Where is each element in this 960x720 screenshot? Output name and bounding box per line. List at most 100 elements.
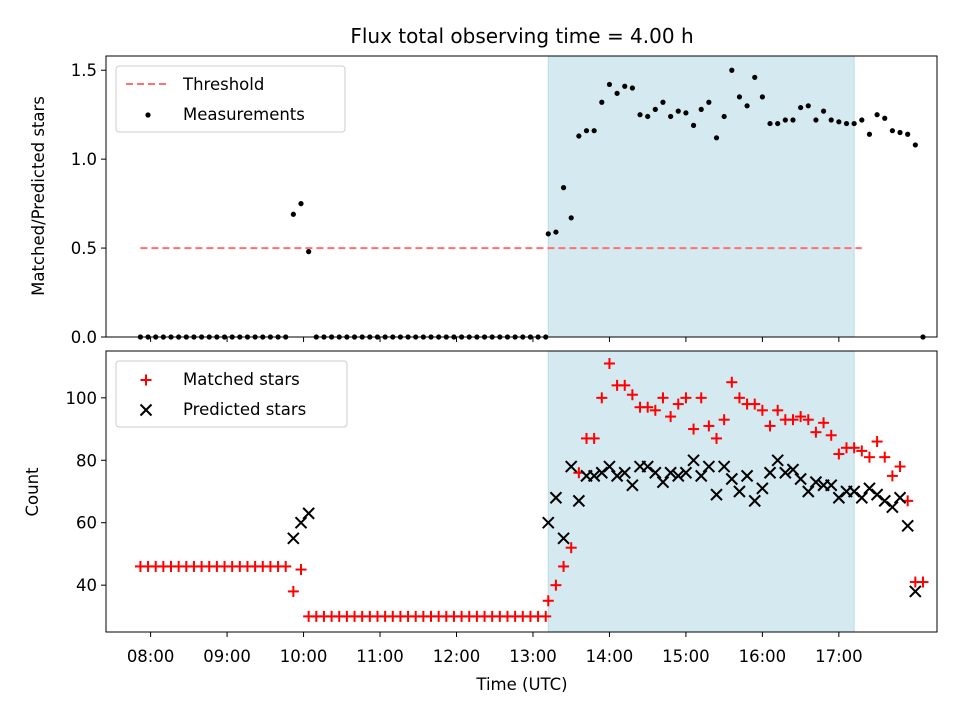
measurement-point	[805, 103, 811, 109]
measurement-point	[828, 117, 834, 123]
x-axis-label: Time (UTC)	[475, 675, 567, 694]
measurement-point	[629, 85, 635, 91]
measurement-point	[851, 120, 857, 127]
y-tick-label: 60	[76, 514, 97, 533]
predicted-star-point	[855, 491, 869, 504]
matched-star-point	[833, 448, 845, 460]
matched-star-point	[879, 451, 891, 463]
measurement-point	[790, 117, 796, 123]
measurement-point	[637, 112, 643, 118]
predicted-star-point	[710, 488, 723, 501]
predicted-star-point	[656, 475, 670, 489]
matched-star-point	[287, 585, 299, 597]
predicted-star-point	[603, 460, 616, 473]
measurement-point	[820, 108, 827, 114]
matched-star-point	[565, 542, 577, 554]
measurement-point	[721, 113, 727, 120]
legend-matched-marker	[140, 374, 152, 386]
measurement-point	[752, 74, 758, 80]
bottom-legend-box	[115, 360, 348, 428]
measurement-point	[798, 104, 804, 111]
bottom-axes-frame	[105, 350, 938, 633]
predicted-star-point	[794, 472, 807, 486]
legend-measurements-label: Measurements	[183, 105, 305, 124]
matched-star-point	[825, 429, 837, 441]
measurement-point	[645, 113, 651, 120]
measurement-point	[668, 113, 674, 120]
legend-matched-label: Matched stars	[183, 370, 300, 389]
matched-star-point	[695, 392, 707, 404]
top-legend-box	[115, 65, 346, 133]
predicted-star-point	[802, 485, 815, 498]
bottom-y-axis-label: Count	[23, 467, 42, 517]
matched-star-point	[680, 392, 692, 404]
matched-star-point	[787, 414, 799, 426]
x-tick-label: 15:00	[662, 647, 710, 666]
bottom-x-axis: 08:00 09:00 10:00 11:00 12:00 13:00 14:00 15:00…	[127, 632, 863, 666]
top-legend: Threshold Measurements	[115, 65, 346, 133]
predicted-star-point	[557, 532, 570, 545]
predicted-star-point	[893, 491, 907, 504]
predicted-star-point	[294, 516, 308, 529]
predicted-star-point	[740, 469, 754, 483]
legend-predicted-label: Predicted stars	[183, 400, 306, 419]
legend-matched-swatch	[140, 374, 152, 386]
predicted-star-point	[695, 469, 708, 483]
top-y-axis: 0.0 0.5 1.0 1.5	[71, 61, 106, 347]
measurement-point	[698, 106, 704, 112]
measurement-point	[614, 90, 620, 96]
predicted-star-point	[763, 466, 777, 479]
predicted-star-point	[542, 516, 555, 529]
y-tick-label: 80	[76, 451, 97, 470]
measurement-point	[553, 229, 559, 235]
measurement-point	[905, 131, 911, 137]
x-tick-label: 14:00	[586, 647, 634, 666]
measurement-point	[866, 131, 873, 137]
predicted-star-point	[901, 519, 914, 533]
top-panel: 0.0 0.5 1.0 1.5 Matched/Predicted stars Thr…	[29, 55, 938, 347]
predicted-star-point	[809, 475, 823, 489]
matched-star-point	[540, 610, 552, 622]
matched-star-point	[772, 404, 784, 416]
measurement-point	[713, 135, 720, 141]
matched-star-point	[542, 595, 554, 607]
x-tick-label: 11:00	[356, 647, 404, 666]
measurement-point	[859, 117, 865, 123]
measurement-point	[622, 83, 628, 89]
matched-star-point	[626, 389, 638, 401]
matched-star-point	[657, 392, 669, 404]
measurement-point	[690, 122, 697, 128]
measurement-point	[298, 201, 304, 207]
legend-threshold-label: Threshold	[182, 75, 264, 94]
predicted-star-point	[717, 460, 731, 473]
top-plot-area	[137, 56, 926, 340]
measurement-point	[591, 128, 597, 134]
measurement-point	[836, 119, 842, 125]
matched-star-point	[810, 426, 822, 438]
x-tick-label: 09:00	[203, 647, 251, 666]
matched-star-point	[588, 432, 600, 444]
measurement-point	[306, 249, 312, 255]
matched-star-point	[917, 576, 929, 588]
matched-star-point	[280, 560, 292, 572]
measurement-point	[736, 94, 743, 100]
matched-star-point	[295, 564, 307, 576]
predicted-star-point	[572, 494, 586, 508]
bottom-y-axis: 40 60 80 100	[66, 389, 106, 595]
measurement-point	[606, 81, 613, 88]
measurement-point	[545, 231, 551, 237]
matched-star-point	[718, 414, 730, 426]
matched-star-point	[665, 411, 677, 423]
legend-predicted-marker	[139, 403, 153, 417]
x-tick-label: 12:00	[433, 647, 481, 666]
matched-star-point	[802, 414, 814, 426]
measurement-point	[759, 94, 765, 100]
measurement-point	[912, 142, 918, 148]
measurement-point	[874, 112, 880, 118]
measurement-point	[576, 133, 582, 139]
measurement-point	[897, 129, 903, 136]
matched-star-point	[756, 404, 768, 416]
predicted-star-point	[771, 454, 784, 467]
measurement-point	[599, 99, 605, 105]
predicted-star-point	[287, 532, 300, 545]
